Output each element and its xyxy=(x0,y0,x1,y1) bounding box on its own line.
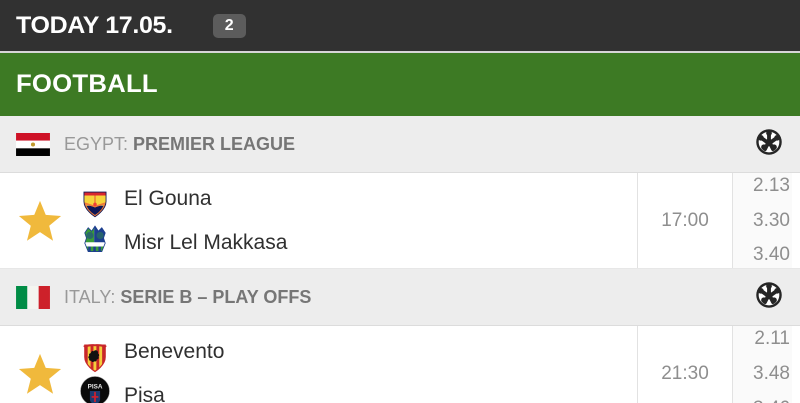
svg-text:PISA: PISA xyxy=(88,383,103,390)
